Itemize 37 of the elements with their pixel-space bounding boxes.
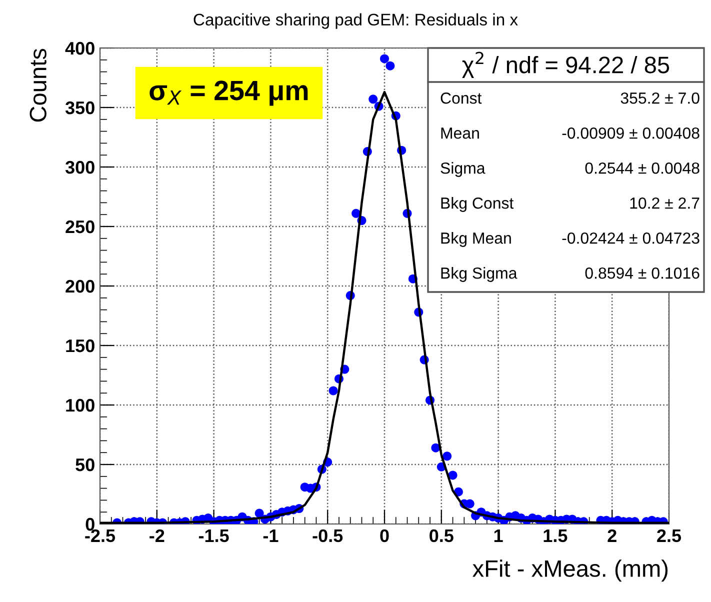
x-tick-label: 0 — [380, 529, 389, 542]
annotation: Mean — [441, 128, 479, 139]
annotation: Sigma — [440, 162, 486, 177]
y-tick-label: 100 — [66, 398, 94, 412]
x-tick-label: -1.5 — [198, 530, 229, 542]
x-axis-title: xFit - xMeas. (mm) — [472, 560, 668, 582]
annotation: Bkg Sigma — [441, 267, 518, 282]
annotation: σ$_{X}$ = 254 μm — [150, 80, 308, 106]
x-tick-label: 1.5 — [544, 530, 568, 542]
x-tick-label: 2.5 — [657, 529, 682, 542]
y-tick-label: 200 — [66, 280, 94, 293]
y-tick-label: 50 — [76, 458, 94, 472]
annotation: 0.8594 ± 0.1016 — [585, 267, 700, 279]
y-tick-label: 250 — [66, 220, 94, 234]
y-tick-label: 400 — [65, 42, 94, 55]
x-tick-label: 2 — [608, 529, 616, 542]
x-tick-label: -0.5 — [312, 529, 343, 542]
annotation: χ$^{2}$ / ndf = 94.22 / 85 — [462, 52, 670, 78]
annotation: 355.2 ± 7.0 — [620, 92, 700, 104]
annotation: 10.2 ± 2.7 — [630, 197, 700, 209]
x-tick-label: 1 — [494, 530, 503, 542]
chart-title: Capacitive sharing pad GEM: Residuals in x — [194, 13, 518, 29]
y-tick-label: 150 — [66, 339, 94, 352]
annotation: Bkg Const — [441, 197, 514, 212]
y-tick-label: 0 — [86, 518, 94, 531]
x-tick-label: -2.5 — [85, 529, 116, 542]
x-tick-label: -1 — [263, 530, 278, 542]
y-tick-label: 300 — [65, 160, 94, 174]
annotation: Bkg Mean — [441, 232, 511, 247]
annotation: Const — [440, 92, 482, 104]
annotation: 0.2544 ± 0.0048 — [585, 162, 700, 174]
annotation: -0.00909 ± 0.00408 — [562, 127, 700, 139]
x-tick-label: -2 — [150, 529, 164, 542]
y-tick-label: 350 — [65, 101, 94, 114]
annotation: -0.02424 ± 0.04723 — [562, 232, 700, 244]
y-axis-title: Counts — [30, 48, 46, 122]
x-tick-label: 0.5 — [430, 529, 454, 542]
